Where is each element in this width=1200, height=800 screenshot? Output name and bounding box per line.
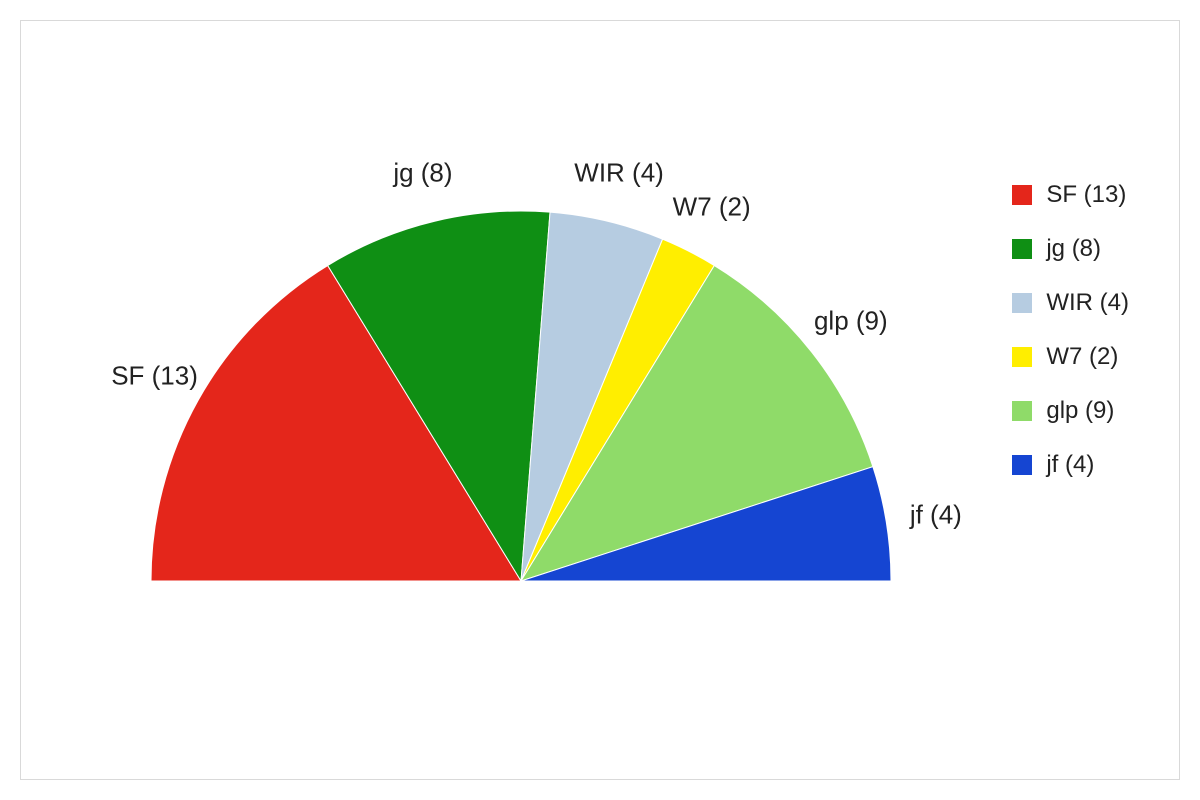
legend-swatch bbox=[1012, 185, 1032, 205]
legend-item: WIR (4) bbox=[1012, 289, 1129, 317]
slice-label: glp (9) bbox=[814, 305, 888, 336]
legend-swatch bbox=[1012, 401, 1032, 421]
legend: SF (13) jg (8) WIR (4) W7 (2) glp (9) jf (4) bbox=[1012, 181, 1129, 505]
legend-label: W7 (2) bbox=[1046, 343, 1118, 371]
legend-label: jf (4) bbox=[1046, 451, 1094, 479]
chart-frame: SF (13)jg (8)WIR (4)W7 (2)glp (9)jf (4) … bbox=[20, 20, 1180, 780]
legend-label: glp (9) bbox=[1046, 397, 1114, 425]
slice-label: jf (4) bbox=[910, 500, 962, 531]
pie-svg bbox=[21, 21, 1181, 781]
legend-item: SF (13) bbox=[1012, 181, 1129, 209]
half-pie-chart: SF (13) jg (8) WIR (4) W7 (2) glp (9) jf (4) bbox=[21, 21, 1179, 779]
slice-label: SF (13) bbox=[111, 360, 198, 391]
legend-label: WIR (4) bbox=[1046, 289, 1129, 317]
legend-swatch bbox=[1012, 347, 1032, 367]
slice-label: jg (8) bbox=[393, 157, 452, 188]
legend-label: SF (13) bbox=[1046, 181, 1126, 209]
legend-swatch bbox=[1012, 455, 1032, 475]
slice-label: W7 (2) bbox=[673, 191, 751, 222]
legend-swatch bbox=[1012, 293, 1032, 313]
legend-item: W7 (2) bbox=[1012, 343, 1129, 371]
legend-item: jf (4) bbox=[1012, 451, 1129, 479]
legend-item: glp (9) bbox=[1012, 397, 1129, 425]
legend-label: jg (8) bbox=[1046, 235, 1101, 263]
slice-label: WIR (4) bbox=[574, 157, 664, 188]
legend-swatch bbox=[1012, 239, 1032, 259]
legend-item: jg (8) bbox=[1012, 235, 1129, 263]
